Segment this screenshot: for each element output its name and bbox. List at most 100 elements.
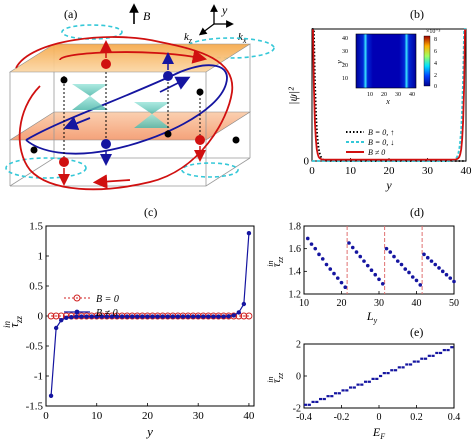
dirac-cones <box>72 84 170 128</box>
panel-d-point <box>335 276 340 280</box>
panel-c-label: (c) <box>144 205 157 219</box>
panel-d-ylabel-sup: in <box>266 261 275 267</box>
panel-d-point <box>440 269 445 274</box>
panel-c-series-b1-point <box>175 314 181 319</box>
panel-c: (c) 0 10 20 30 40-1.5-1-0.500.511.5 y τzzin … <box>2 205 255 439</box>
panel-c-ytick-label: -0.5 <box>26 341 44 353</box>
panel-e-ytick-label: -2 <box>293 403 301 414</box>
panel-c-series-b1-point <box>231 313 236 318</box>
panel-c-series-b1-point <box>48 393 54 398</box>
panel-c-series-b0-point <box>245 312 253 320</box>
panel-c-series-b1-point <box>59 318 64 323</box>
red-edge-loops <box>15 36 234 191</box>
panel-e-xtick-label: -0.4 <box>296 412 312 423</box>
panel-d-point <box>429 259 434 263</box>
svg-text:τzzin: τzzin <box>266 372 285 383</box>
panel-b: (b) 0 10 20 30 40 0 |ψ|² y 8 6 4 2 0 ×10⁻³ 40… <box>286 7 472 192</box>
panel-b-legend: B = 0, ↑ B = 0, ↓ B ≠ 0 <box>346 128 394 157</box>
panel-e-ytick-label: 0 <box>296 371 301 382</box>
panel-b-series-2 <box>312 28 466 162</box>
panel-c-series-b1-point <box>190 314 196 319</box>
panel-c-series-b1-point <box>124 314 130 319</box>
panel-d-ylabel-sub: zz <box>276 256 285 264</box>
inset-ytick-40: 40 <box>342 36 348 42</box>
cbar-tick-6: 6 <box>434 49 437 55</box>
panel-d-point <box>347 241 351 245</box>
inset-xtick-20: 20 <box>381 92 387 98</box>
panel-c-series-b1-point <box>206 314 211 319</box>
panel-e-xtick-label: 0.2 <box>410 412 423 423</box>
panel-b-xtick-label: 40 <box>461 165 473 177</box>
kx-axis-sub: x <box>242 36 247 45</box>
legend-c-label-1: B = 0 <box>96 294 119 305</box>
panel-d-point <box>362 259 366 263</box>
panel-d-point <box>418 283 423 287</box>
panel-b-xlabel: y <box>385 178 392 192</box>
panel-d-point <box>354 250 359 254</box>
panel-c-series-b1-point <box>185 314 191 319</box>
svg-text:kz: kz <box>184 31 193 45</box>
panel-d-point <box>305 236 310 241</box>
panel-c-xtick-label: 20 <box>142 410 154 422</box>
panel-c-series-b1-point <box>104 314 110 319</box>
inset-xtick-10: 10 <box>367 92 373 98</box>
panel-c-ytick-label: 1.5 <box>29 221 43 233</box>
panel-c-series-b1-point <box>135 314 140 319</box>
panel-d-point <box>313 246 318 251</box>
panel-c-series-b1-point <box>119 314 125 319</box>
panel-d-ytick-label: 1.4 <box>289 267 302 278</box>
panel-e-xtick-label: 0 <box>377 412 382 423</box>
panel-d-point <box>448 276 453 280</box>
panel-d-point <box>350 245 355 250</box>
panel-d-point <box>410 275 415 279</box>
inset-ytick-30: 30 <box>342 49 348 55</box>
spin-markers <box>30 40 240 186</box>
panel-d-point <box>317 252 321 257</box>
legend-b-label-2: B = 0, ↓ <box>368 138 394 147</box>
panel-c-series-b1-point <box>79 314 84 319</box>
panel-d-point <box>380 282 385 286</box>
panel-d-point <box>377 277 381 282</box>
panel-d-point <box>309 242 314 246</box>
panel-a-label: (a) <box>64 7 77 21</box>
cbar-tick-8: 8 <box>434 37 437 43</box>
panel-e-ylabel-sub: zz <box>276 372 285 380</box>
panel-c-ytick-label: -1.5 <box>26 401 44 413</box>
panel-c-series-b1-point <box>64 315 69 320</box>
svg-text:τzzin: τzzin <box>2 316 24 328</box>
panel-c-series-b1-point <box>94 314 99 319</box>
panel-e-xlabel: E <box>372 425 381 439</box>
panel-c-series-b1-point <box>180 314 186 319</box>
panel-b-xtick-label: 20 <box>384 165 396 177</box>
cbar-tick-0: 0 <box>434 84 437 90</box>
panel-c-series-b1-point <box>109 314 115 319</box>
panel-e-ylabel: τ <box>269 378 283 383</box>
panel-d-xlabel: L <box>366 309 374 323</box>
panel-e-ytick-label: 2 <box>296 339 301 350</box>
y-axis-label: y <box>221 3 228 17</box>
panel-c-series-b1-point <box>140 314 145 319</box>
panel-b-inset: 8 6 4 2 0 ×10⁻³ 40 30 20 10 10 20 30 40 … <box>335 29 441 106</box>
panel-d-point <box>433 262 438 267</box>
panel-d-xtick-label: 50 <box>449 298 459 309</box>
panel-b-curves <box>312 28 466 162</box>
kz-axis-arrow <box>198 23 215 36</box>
panel-d-point <box>388 250 393 254</box>
panel-b-ytick-label: 0 <box>304 156 310 168</box>
kz-axis-sub: z <box>188 36 193 45</box>
cbar-exponent: ×10⁻³ <box>426 29 441 35</box>
cbar-tick-4: 4 <box>434 61 437 67</box>
panel-c-ytick-label: 1 <box>38 251 44 263</box>
panel-c-series-b1-point <box>130 314 135 319</box>
panel-c-series-b0-point <box>52 312 60 320</box>
panel-c-series-b1-point <box>241 301 247 307</box>
panel-d-point <box>369 268 374 273</box>
panel-d-point <box>373 272 378 277</box>
kz-axis-label: k <box>184 31 190 43</box>
panel-d-point <box>395 259 400 263</box>
panel-d-xtick-label: 30 <box>374 298 384 309</box>
panel-d-point <box>425 255 430 260</box>
panel-e-data <box>304 346 454 406</box>
panel-c-series-b1-point <box>170 314 176 319</box>
